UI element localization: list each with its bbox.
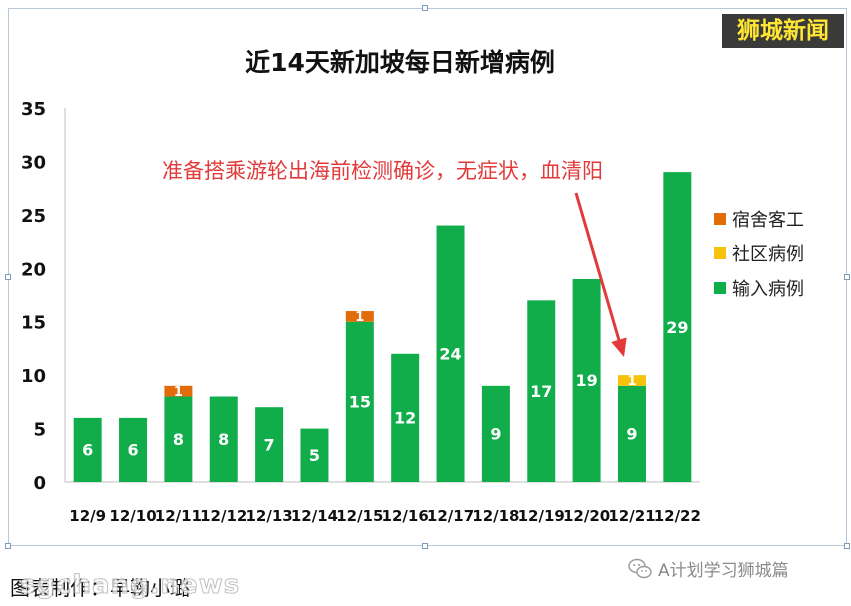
legend-swatch	[714, 213, 726, 225]
wechat-account: A计划学习狮城篇	[628, 556, 789, 581]
x-tick-label: 12/20	[563, 507, 610, 525]
bar-segment	[663, 172, 692, 482]
bar-segment	[391, 353, 420, 482]
bar-segment	[617, 375, 646, 386]
legend-label: 社区病例	[732, 244, 804, 265]
site-watermark: sgchang.news	[19, 570, 241, 601]
x-tick-label: 12/17	[427, 507, 474, 525]
data-label: 7	[264, 435, 275, 454]
data-label: 19	[575, 371, 597, 390]
bar-segment	[572, 278, 601, 482]
data-label: 1	[174, 385, 183, 400]
resize-handle-bottom-left[interactable]	[5, 543, 11, 549]
bar-segment	[345, 321, 374, 482]
x-tick-label: 12/19	[518, 507, 565, 525]
x-tick-label: 12/22	[654, 507, 701, 525]
data-label: 5	[309, 446, 320, 465]
resize-handle-right[interactable]	[844, 274, 850, 280]
data-label: 17	[530, 382, 552, 401]
data-label: 1	[355, 310, 364, 325]
resize-handle-top[interactable]	[422, 5, 428, 11]
bar-segment	[481, 385, 510, 482]
y-tick-label: 35	[21, 99, 46, 120]
bar-segment	[164, 396, 193, 482]
x-tick-label: 12/11	[155, 507, 202, 525]
data-label: 9	[490, 425, 501, 444]
brand-logo: 狮城新闻	[722, 14, 844, 48]
bar-segment	[164, 385, 193, 397]
chart-caption: 图表制作：早鞠小璐	[10, 576, 190, 600]
bar-segment	[255, 407, 284, 482]
x-tick-label: 12/21	[608, 507, 655, 525]
wechat-icon	[628, 558, 652, 578]
y-tick-label: 5	[33, 420, 46, 441]
chart-frame	[8, 8, 847, 546]
bar-segment	[300, 428, 329, 482]
bar-segment	[345, 311, 374, 322]
annotation-arrowhead	[611, 337, 627, 357]
data-label: 12	[394, 409, 416, 428]
x-tick-label: 12/9	[69, 507, 106, 525]
resize-handle-left[interactable]	[5, 274, 11, 280]
data-label: 24	[439, 345, 461, 364]
resize-handle-bottom[interactable]	[422, 543, 428, 549]
data-label: 6	[82, 441, 93, 460]
bar-segment	[209, 396, 238, 482]
bar-segment	[527, 300, 556, 482]
bar-segment	[436, 225, 465, 483]
y-tick-label: 0	[33, 473, 46, 494]
legend-swatch	[714, 247, 726, 259]
data-label: 8	[173, 430, 184, 449]
y-tick-label: 10	[21, 366, 46, 387]
data-label: 15	[349, 393, 371, 412]
data-label: 29	[666, 318, 688, 337]
data-label: 1	[627, 374, 636, 389]
x-tick-label: 12/10	[109, 507, 156, 525]
data-label: 8	[218, 430, 229, 449]
x-tick-label: 12/12	[200, 507, 247, 525]
x-tick-label: 12/16	[382, 507, 429, 525]
bar-segment	[617, 385, 646, 482]
annotation-text: 准备搭乘游轮出海前检测确诊，无症状，血清阳	[162, 159, 603, 183]
y-tick-label: 15	[21, 313, 46, 334]
y-tick-label: 20	[21, 259, 46, 280]
x-tick-label: 12/18	[472, 507, 519, 525]
x-tick-label: 12/13	[245, 507, 292, 525]
legend-label: 输入病例	[732, 279, 804, 300]
x-tick-label: 12/14	[291, 507, 338, 525]
legend-swatch	[714, 282, 726, 294]
legend-label: 宿舍客工	[732, 210, 804, 231]
resize-handle-bottom-right[interactable]	[844, 543, 850, 549]
bar-segment	[73, 417, 102, 482]
chart-title: 近14天新加坡每日新增病例	[245, 48, 555, 77]
y-tick-label: 30	[21, 152, 46, 173]
data-label: 9	[626, 425, 637, 444]
wechat-account-name: A计划学习狮城篇	[658, 561, 789, 581]
data-label: 6	[127, 441, 138, 460]
bar-segment	[119, 417, 148, 482]
x-tick-label: 12/15	[336, 507, 383, 525]
annotation-arrow-line	[574, 192, 623, 348]
y-tick-label: 25	[21, 206, 46, 227]
